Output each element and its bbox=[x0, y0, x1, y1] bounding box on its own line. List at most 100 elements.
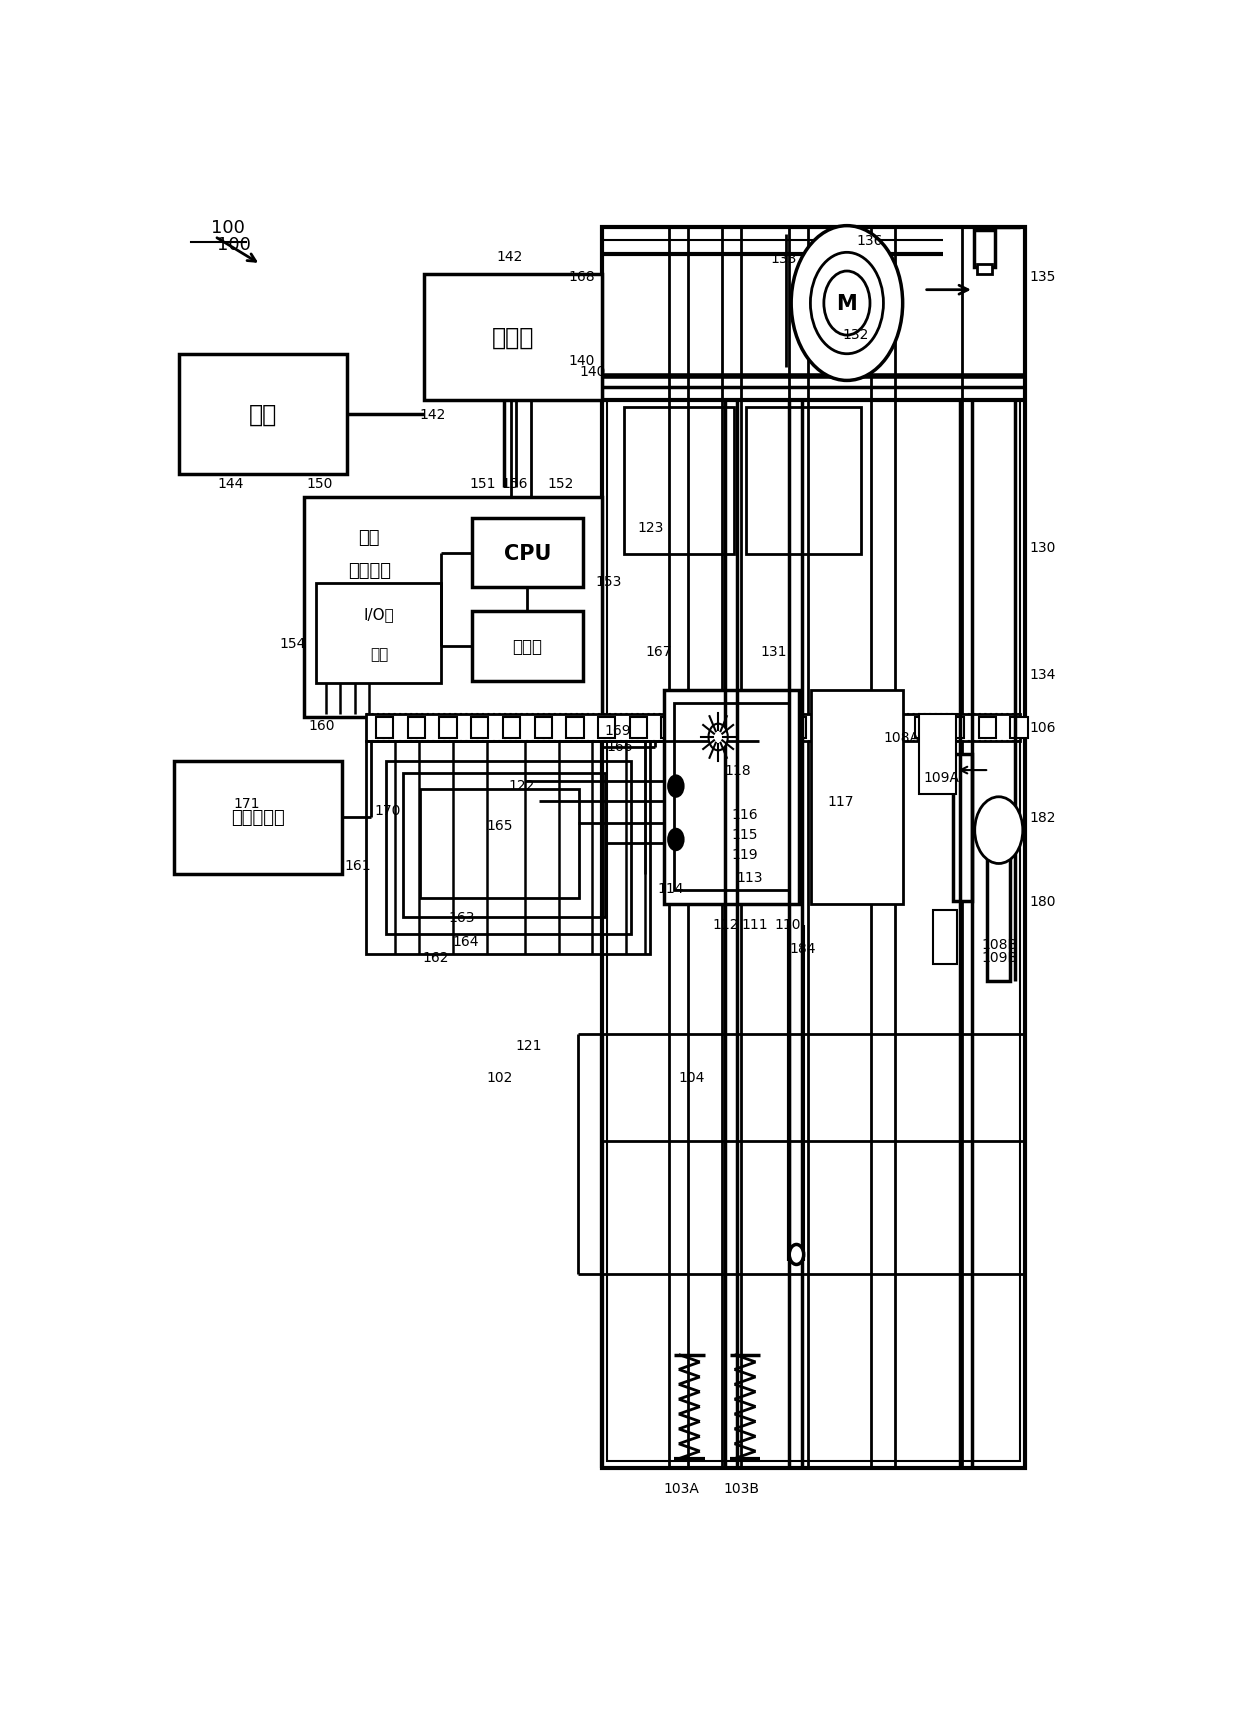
Bar bbox=[915, 717, 932, 738]
Bar bbox=[408, 717, 425, 738]
Bar bbox=[386, 762, 631, 935]
Text: 103B: 103B bbox=[723, 1481, 759, 1495]
Bar bbox=[471, 717, 489, 738]
Text: 150: 150 bbox=[306, 476, 334, 490]
Bar bbox=[630, 717, 647, 738]
Bar bbox=[420, 790, 579, 899]
Text: 112: 112 bbox=[712, 916, 739, 932]
Bar bbox=[624, 409, 734, 554]
Bar bbox=[606, 402, 1021, 1462]
Text: 119: 119 bbox=[732, 847, 758, 861]
Text: 162: 162 bbox=[422, 951, 449, 965]
Circle shape bbox=[823, 272, 870, 336]
Text: 142: 142 bbox=[496, 249, 522, 265]
Circle shape bbox=[789, 1245, 804, 1264]
Text: 170: 170 bbox=[374, 804, 401, 818]
Bar bbox=[424, 275, 601, 402]
Text: 130: 130 bbox=[1029, 540, 1056, 554]
Text: 106: 106 bbox=[1029, 721, 1056, 734]
Text: 167: 167 bbox=[645, 644, 672, 658]
Text: 104: 104 bbox=[678, 1070, 706, 1084]
Circle shape bbox=[811, 253, 883, 355]
Text: 111: 111 bbox=[742, 916, 768, 932]
Bar bbox=[376, 717, 393, 738]
Bar bbox=[756, 717, 774, 738]
Bar bbox=[725, 717, 743, 738]
Circle shape bbox=[708, 724, 728, 752]
Text: 156: 156 bbox=[501, 476, 527, 490]
Text: 151: 151 bbox=[469, 476, 496, 490]
Text: 135: 135 bbox=[1029, 270, 1056, 284]
Circle shape bbox=[975, 797, 1023, 864]
Text: 164: 164 bbox=[453, 934, 480, 949]
Bar bbox=[978, 717, 996, 738]
Bar bbox=[852, 717, 869, 738]
Bar bbox=[439, 717, 456, 738]
Bar bbox=[883, 717, 900, 738]
Bar bbox=[304, 497, 601, 717]
Text: CPU: CPU bbox=[503, 544, 551, 563]
Bar bbox=[174, 762, 342, 875]
Text: 转换器: 转换器 bbox=[492, 326, 534, 350]
Text: 140: 140 bbox=[568, 355, 595, 369]
Text: 117: 117 bbox=[828, 795, 854, 809]
Text: 144: 144 bbox=[217, 476, 244, 490]
Text: 132: 132 bbox=[842, 327, 868, 341]
Bar bbox=[1011, 717, 1028, 738]
Bar bbox=[919, 715, 956, 795]
Text: 113: 113 bbox=[737, 871, 763, 885]
Text: 180: 180 bbox=[1029, 894, 1056, 908]
Text: 142: 142 bbox=[419, 407, 445, 421]
Bar bbox=[472, 611, 583, 681]
Text: 110: 110 bbox=[775, 916, 801, 932]
Text: 测试单元: 测试单元 bbox=[347, 561, 391, 580]
Bar bbox=[534, 717, 552, 738]
Text: M: M bbox=[837, 294, 857, 313]
Bar bbox=[179, 355, 347, 475]
Text: 131: 131 bbox=[760, 644, 787, 658]
Circle shape bbox=[668, 830, 683, 850]
Text: 制器: 制器 bbox=[370, 646, 388, 662]
Text: 114: 114 bbox=[657, 882, 684, 895]
Bar bbox=[820, 717, 837, 738]
Text: 109A: 109A bbox=[924, 771, 960, 785]
Text: 182: 182 bbox=[1029, 811, 1056, 824]
Text: 100: 100 bbox=[217, 236, 252, 255]
Text: 140: 140 bbox=[579, 365, 605, 379]
Text: I/O控: I/O控 bbox=[363, 606, 394, 622]
Circle shape bbox=[791, 227, 903, 381]
Text: 184: 184 bbox=[789, 940, 816, 954]
Bar bbox=[947, 717, 965, 738]
Text: 121: 121 bbox=[516, 1039, 542, 1053]
Bar bbox=[598, 717, 615, 738]
Text: 100: 100 bbox=[211, 220, 244, 237]
Bar bbox=[661, 717, 678, 738]
Text: 118: 118 bbox=[725, 764, 751, 778]
Text: 161: 161 bbox=[345, 859, 371, 873]
Text: 154: 154 bbox=[280, 637, 306, 651]
Text: 122: 122 bbox=[508, 778, 534, 792]
Text: 存储器: 存储器 bbox=[512, 637, 542, 656]
Bar bbox=[316, 584, 441, 684]
Text: 168: 168 bbox=[568, 270, 595, 284]
Text: 153: 153 bbox=[595, 575, 621, 589]
Bar bbox=[973, 230, 994, 268]
Bar bbox=[693, 717, 711, 738]
Text: 102: 102 bbox=[486, 1070, 513, 1084]
Bar bbox=[367, 741, 650, 954]
Text: 电梯: 电梯 bbox=[358, 528, 379, 546]
Text: 116: 116 bbox=[732, 807, 758, 821]
Text: 133: 133 bbox=[770, 251, 796, 265]
Text: 152: 152 bbox=[547, 476, 573, 490]
Bar bbox=[675, 703, 789, 890]
Text: 171: 171 bbox=[234, 797, 260, 811]
Bar bbox=[987, 842, 1011, 982]
Bar bbox=[665, 691, 799, 904]
Bar bbox=[567, 717, 584, 738]
Text: 165: 165 bbox=[486, 818, 513, 833]
Text: 163: 163 bbox=[448, 911, 475, 925]
Text: 电源: 电源 bbox=[249, 402, 278, 426]
Text: 134: 134 bbox=[1029, 667, 1056, 682]
Text: 169: 169 bbox=[605, 724, 631, 738]
Text: 136: 136 bbox=[857, 234, 883, 248]
